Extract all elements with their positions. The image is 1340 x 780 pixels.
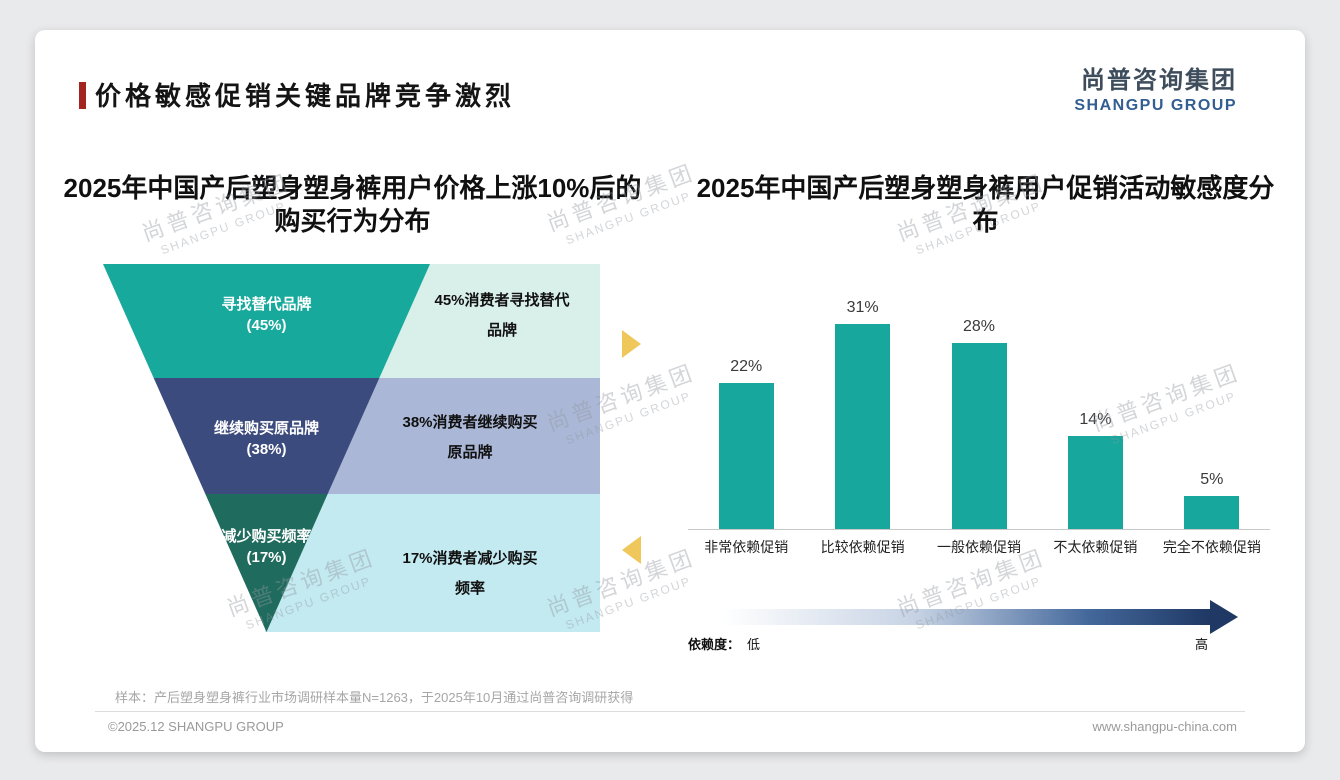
dependency-high-label: 高 [1194,637,1208,652]
bar [1184,496,1240,529]
bar-category-label: 一般依赖促销 [937,539,1022,555]
bar-group: 14% [1037,298,1153,529]
funnel-chart-title: 2025年中国产后塑身塑身裤用户价格上涨10%后的购买行为分布 [63,173,642,236]
bar-value-label: 5% [1200,471,1224,488]
bar [1067,436,1123,529]
title-accent-bar [79,82,86,109]
funnel-annotation-text-3: 17%消费者减少购买频率 [402,550,538,597]
company-logo: 尚普咨询集团 SHANGPU GROUP [1074,60,1237,115]
promotion-bar-chart: 22% 31% 28% 14% 5% [688,298,1270,530]
funnel-stage-label: 继续购买原品牌 [213,420,319,437]
funnel-annotation-text-1: 45%消费者寻找替代品牌 [434,292,570,339]
bar-value-label: 22% [730,358,763,375]
bar-group: 31% [804,298,920,529]
dependency-axis-title: 依赖度： [688,637,741,652]
funnel-chart: 45%消费者寻找替代品牌 38%消费者继续购买原品牌 17%消费者减少购买频率 … [103,264,648,632]
bar-category-axis: 非常依赖促销 比较依赖促销 一般依赖促销 不太依赖促销 完全不依赖促销 [688,537,1270,557]
slide-card: 价格敏感促销关键品牌竞争激烈 尚普咨询集团 SHANGPU GROUP 2025… [35,30,1305,752]
bar-chart-title: 2025年中国产后塑身塑身裤用户促销活动敏感度分布 [696,173,1275,236]
bar-category-label: 非常依赖促销 [704,539,789,555]
bar-value-label: 14% [1079,411,1112,428]
bar-group: 22% [688,298,804,529]
flow-arrow-right-icon [622,330,641,358]
dependency-axis-labels: 依赖度： 低 高 [688,634,1270,652]
gradient-arrow-head-icon [1210,600,1238,634]
footer-divider [95,711,1245,712]
dependency-gradient-arrow [723,600,1253,634]
funnel-stage-value: (45%) [246,317,287,334]
bar-category-label: 比较依赖促销 [820,539,905,555]
funnel-stage-value: (38%) [246,441,287,458]
funnel-stage-value: (17%) [246,549,287,566]
flow-arrow-left-icon [622,536,641,564]
funnel-stage-find-alternative: 寻找替代品牌 (45%) [103,264,430,378]
bar [951,343,1007,529]
bar-group: 5% [1154,298,1270,529]
logo-text-en: SHANGPU GROUP [1074,97,1237,114]
bar-value-label: 31% [846,299,879,316]
bar [718,383,774,529]
bar-value-label: 28% [963,318,996,335]
bar-category-label: 不太依赖促销 [1053,539,1138,555]
logo-text-cn: 尚普咨询集团 [1081,67,1237,94]
funnel-annotation-box-3: 17%消费者减少购买频率 [265,494,600,632]
funnel-stage-label: 寻找替代品牌 [221,296,312,313]
sample-note: 样本：产后塑身塑身裤行业市场调研样本量N=1263，于2025年10月通过尚普咨… [115,690,634,705]
funnel-annotation-text-2: 38%消费者继续购买原品牌 [402,414,538,461]
website-text: www.shangpu-china.com [1092,719,1237,734]
page-title: 价格敏感促销关键品牌竞争激烈 [95,81,516,111]
bar [835,324,891,529]
copyright-text: ©2025.12 SHANGPU GROUP [108,719,284,734]
funnel-stage-label: 减少购买频率 [221,528,312,545]
bar-group: 28% [921,298,1037,529]
bar-category-label: 完全不依赖促销 [1162,539,1261,555]
dependency-low-label: 低 [747,637,761,652]
gradient-arrow-shaft [723,609,1210,625]
